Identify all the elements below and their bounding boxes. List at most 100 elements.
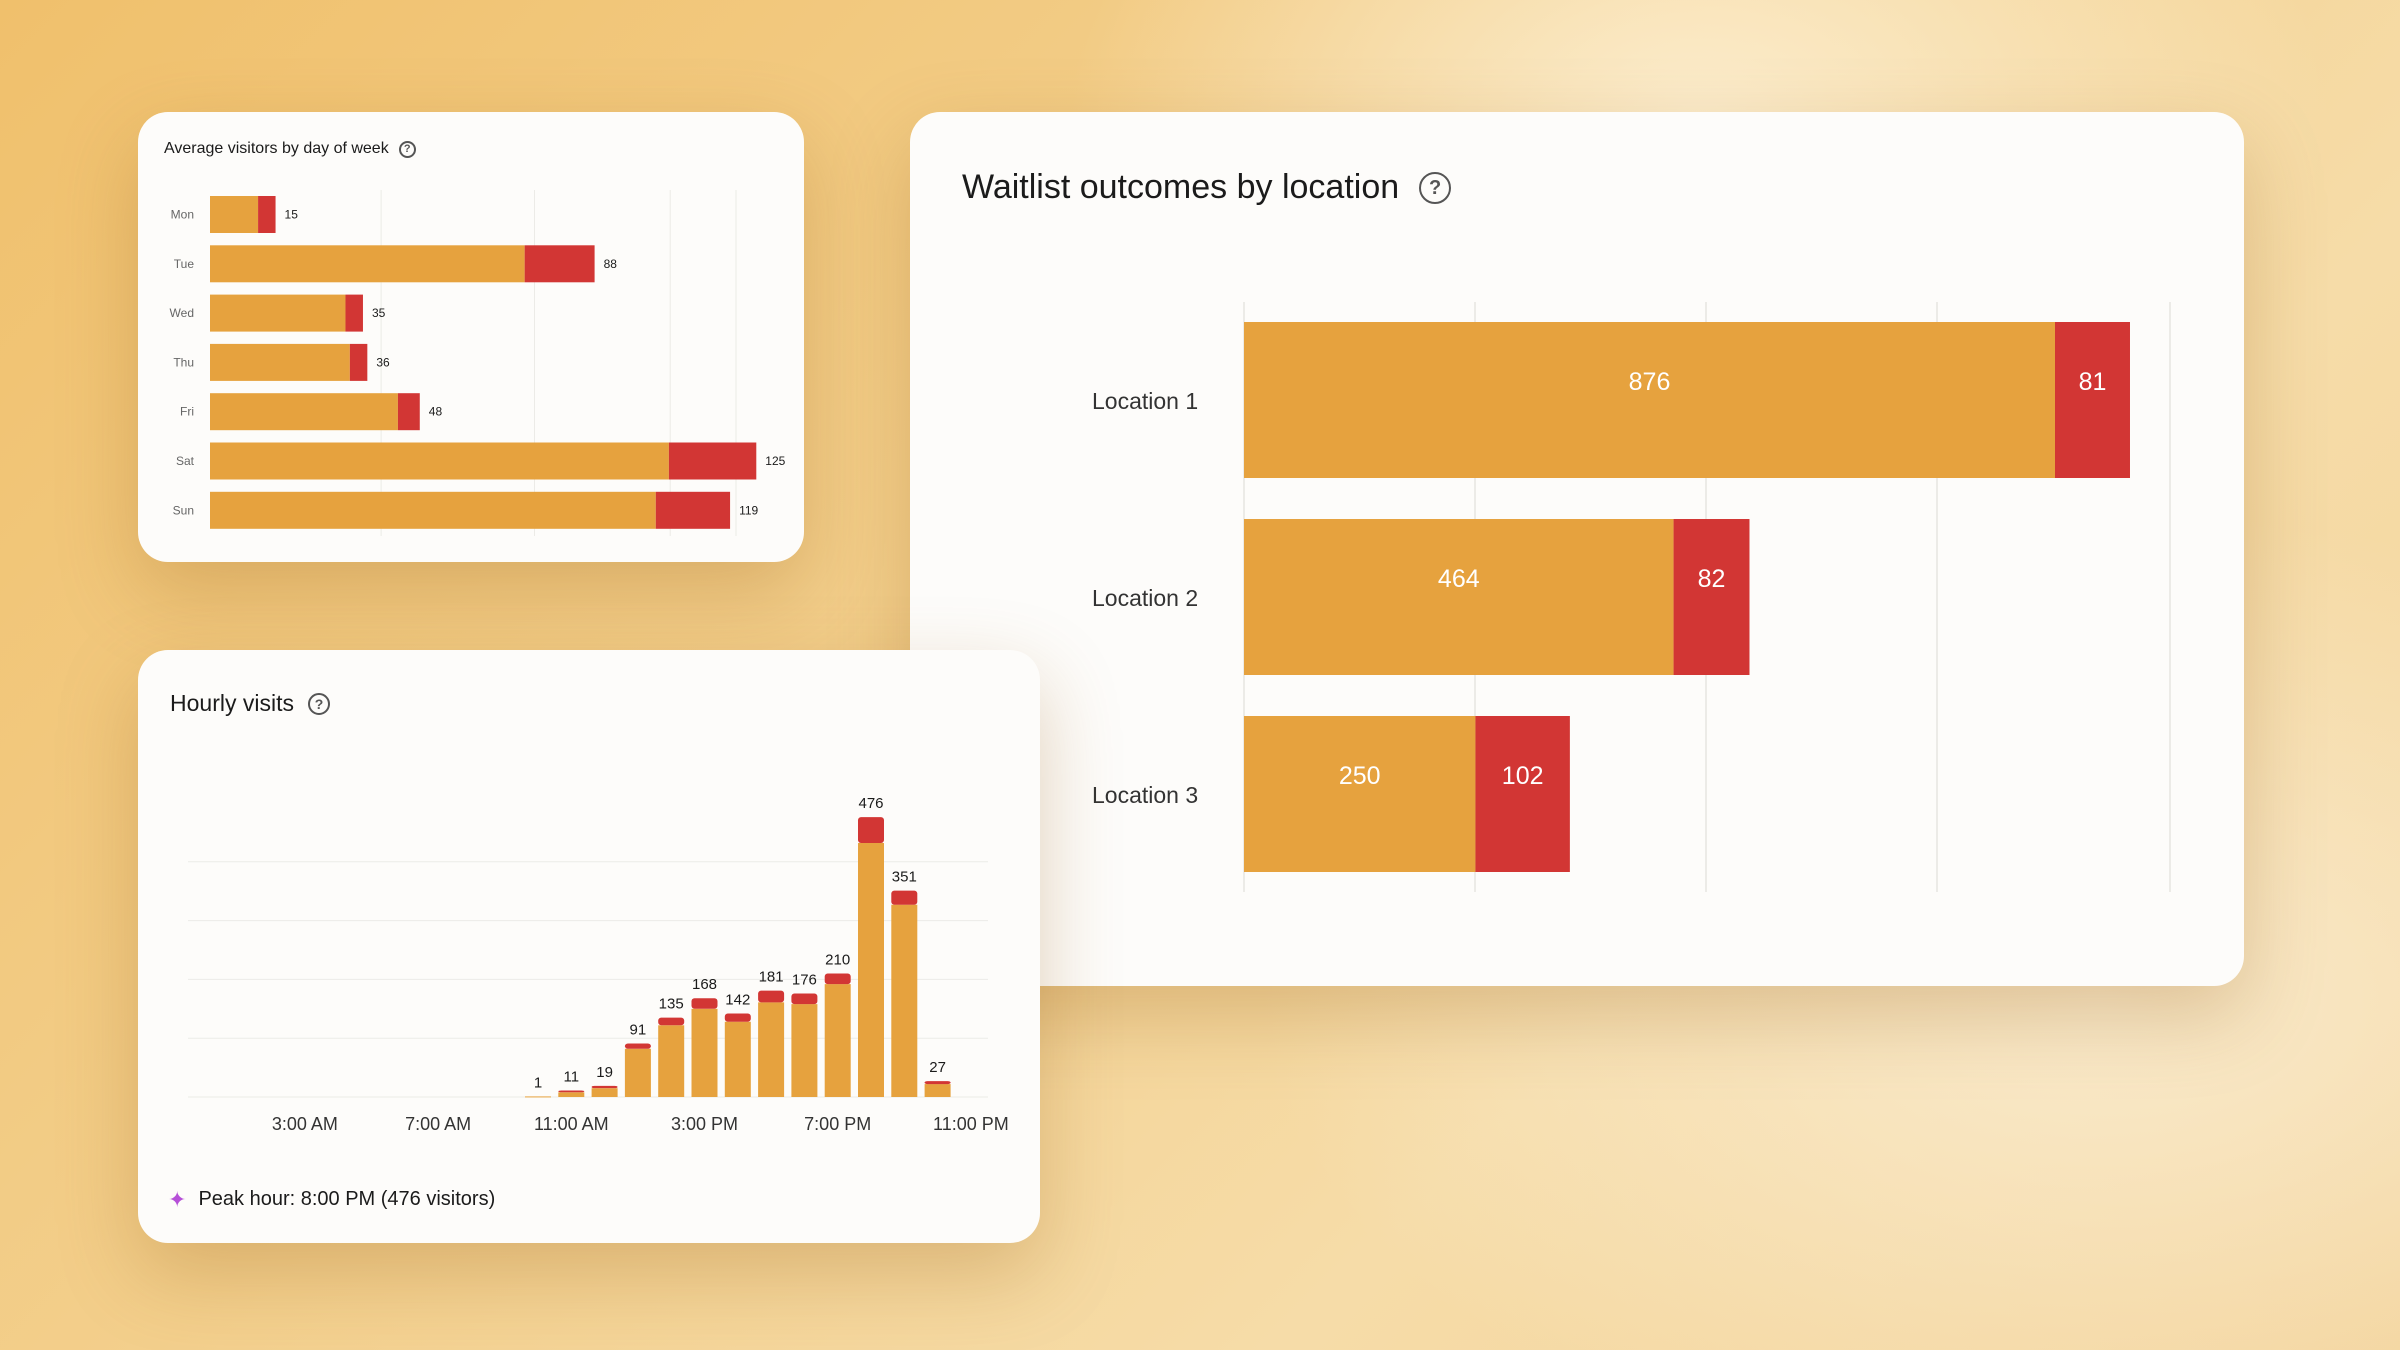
data-label: 142 xyxy=(725,992,750,1009)
waitlist-title-row: Waitlist outcomes by location ? xyxy=(962,168,1452,207)
bar-segment-primary xyxy=(724,1021,751,1097)
sparkle-icon: ✦ xyxy=(168,1186,187,1212)
tick-label: 11:00 PM xyxy=(933,1114,1009,1134)
category-label: Tue xyxy=(174,257,195,271)
data-label: 464 xyxy=(1438,565,1480,593)
bar-segment-secondary xyxy=(2055,322,2130,478)
bar-segment-primary xyxy=(824,984,851,1097)
tick-label: 3:00 AM xyxy=(272,1114,338,1134)
data-label: 125 xyxy=(765,454,785,468)
category-label: Mon xyxy=(171,208,194,222)
data-label: 48 xyxy=(429,405,443,419)
data-label: 91 xyxy=(630,1021,647,1038)
data-label: 27 xyxy=(929,1059,946,1076)
category-label: Location 3 xyxy=(1092,782,1198,808)
hourly-title-row: Hourly visits ? xyxy=(170,690,330,717)
bar-segment-secondary xyxy=(349,343,368,381)
bar-segment-primary xyxy=(1244,519,1674,675)
category-label: Location 2 xyxy=(1092,585,1198,611)
bar-segment-secondary xyxy=(758,990,785,1003)
bar-segment-primary xyxy=(210,245,525,283)
peak-hour-text: Peak hour: 8:00 PM (476 visitors) xyxy=(198,1188,496,1210)
waitlist-chart: Location 1 876 81 Location 2 464 82 Location 3… xyxy=(1092,302,2171,892)
category-label: Sat xyxy=(176,454,195,468)
bar-segment-secondary xyxy=(858,817,884,843)
bar-segment-secondary xyxy=(791,993,818,1005)
data-label: 36 xyxy=(376,355,390,369)
data-label: 15 xyxy=(285,208,299,222)
day-of-week-title: Average visitors by day of week xyxy=(164,140,389,157)
bar-segment-primary xyxy=(591,1088,618,1097)
bar-segment-secondary xyxy=(655,491,731,529)
bar-segment-primary xyxy=(891,904,918,1097)
data-label: 135 xyxy=(659,996,684,1013)
hourly-title: Hourly visits xyxy=(170,690,294,716)
day-of-week-card: Average visitors by day of week ? Mon 15 T… xyxy=(138,112,804,562)
bar-segment-primary xyxy=(210,442,669,480)
tick-label: 3:00 PM xyxy=(671,1114,738,1134)
bar-segment-primary xyxy=(858,842,884,1097)
bar-segment-secondary xyxy=(891,890,918,905)
tick-label: 7:00 PM xyxy=(804,1114,871,1134)
category-label: Thu xyxy=(173,355,194,369)
bar-segment-primary xyxy=(525,1096,551,1098)
bar-segment-primary xyxy=(624,1048,651,1097)
help-circle-icon[interactable]: ? xyxy=(307,692,330,715)
data-label: 119 xyxy=(739,503,758,517)
bar-segment-secondary xyxy=(345,294,363,332)
bar-segment-secondary xyxy=(658,1017,685,1026)
data-label: 168 xyxy=(692,976,717,993)
bar-segment-primary xyxy=(924,1084,951,1097)
data-label: 11 xyxy=(564,1069,580,1086)
waitlist-title: Waitlist outcomes by location xyxy=(962,168,1400,206)
data-label: 876 xyxy=(1629,368,1671,396)
bar-segment-secondary xyxy=(724,1013,751,1022)
waitlist-card: Waitlist outcomes by location ? Location… xyxy=(910,112,2244,986)
data-label: 81 xyxy=(2079,368,2107,396)
bar-segment-secondary xyxy=(668,442,757,480)
data-label: 1 xyxy=(534,1074,542,1091)
data-label: 210 xyxy=(825,952,850,969)
bar-segment-primary xyxy=(791,1004,818,1097)
data-label: 35 xyxy=(372,306,386,320)
bar-segment-secondary xyxy=(691,998,718,1009)
bar-segment-secondary xyxy=(591,1085,618,1089)
data-label: 250 xyxy=(1339,762,1381,790)
bar-segment-secondary xyxy=(624,1043,651,1049)
data-label: 82 xyxy=(1698,565,1726,593)
bar-segment-primary xyxy=(691,1008,718,1097)
data-label: 19 xyxy=(596,1064,613,1081)
bar-segment-secondary xyxy=(1475,716,1570,872)
tick-label: 11:00 AM xyxy=(534,1114,609,1134)
bar-segment-primary xyxy=(1244,716,1476,872)
data-label: 351 xyxy=(892,869,917,886)
bar-segment-secondary xyxy=(1673,519,1750,675)
bar-segment-primary xyxy=(210,491,656,529)
data-label: 102 xyxy=(1502,762,1544,790)
day-of-week-title-row: Average visitors by day of week ? xyxy=(164,140,416,158)
bar-segment-primary xyxy=(1244,322,2055,478)
data-label: 181 xyxy=(759,969,784,986)
bar-segment-primary xyxy=(558,1092,585,1097)
bar-segment-secondary xyxy=(524,245,595,283)
data-label: 176 xyxy=(792,972,817,989)
bar-segment-primary xyxy=(758,1002,785,1097)
category-label: Location 1 xyxy=(1092,388,1198,414)
data-label: 476 xyxy=(858,795,883,812)
bar-segment-secondary xyxy=(397,393,420,431)
category-label: Sun xyxy=(173,503,194,517)
peak-hour-note: ✦ Peak hour: 8:00 PM (476 visitors) xyxy=(168,1188,495,1211)
bar-segment-secondary xyxy=(258,196,276,233)
hourly-card: Hourly visits ? 1 11 19 91 135 168 142 181 176 21… xyxy=(138,650,1040,1243)
tick-label: 7:00 AM xyxy=(405,1114,471,1134)
bar-segment-secondary xyxy=(824,973,851,985)
bar-segment-primary xyxy=(210,294,346,332)
bar-segment-primary xyxy=(210,196,259,233)
data-label: 88 xyxy=(604,257,618,271)
category-label: Fri xyxy=(180,405,194,419)
help-circle-icon[interactable]: ? xyxy=(398,140,416,158)
bar-segment-secondary xyxy=(924,1081,951,1085)
bar-segment-secondary xyxy=(558,1090,585,1093)
help-circle-icon[interactable]: ? xyxy=(1419,171,1452,204)
